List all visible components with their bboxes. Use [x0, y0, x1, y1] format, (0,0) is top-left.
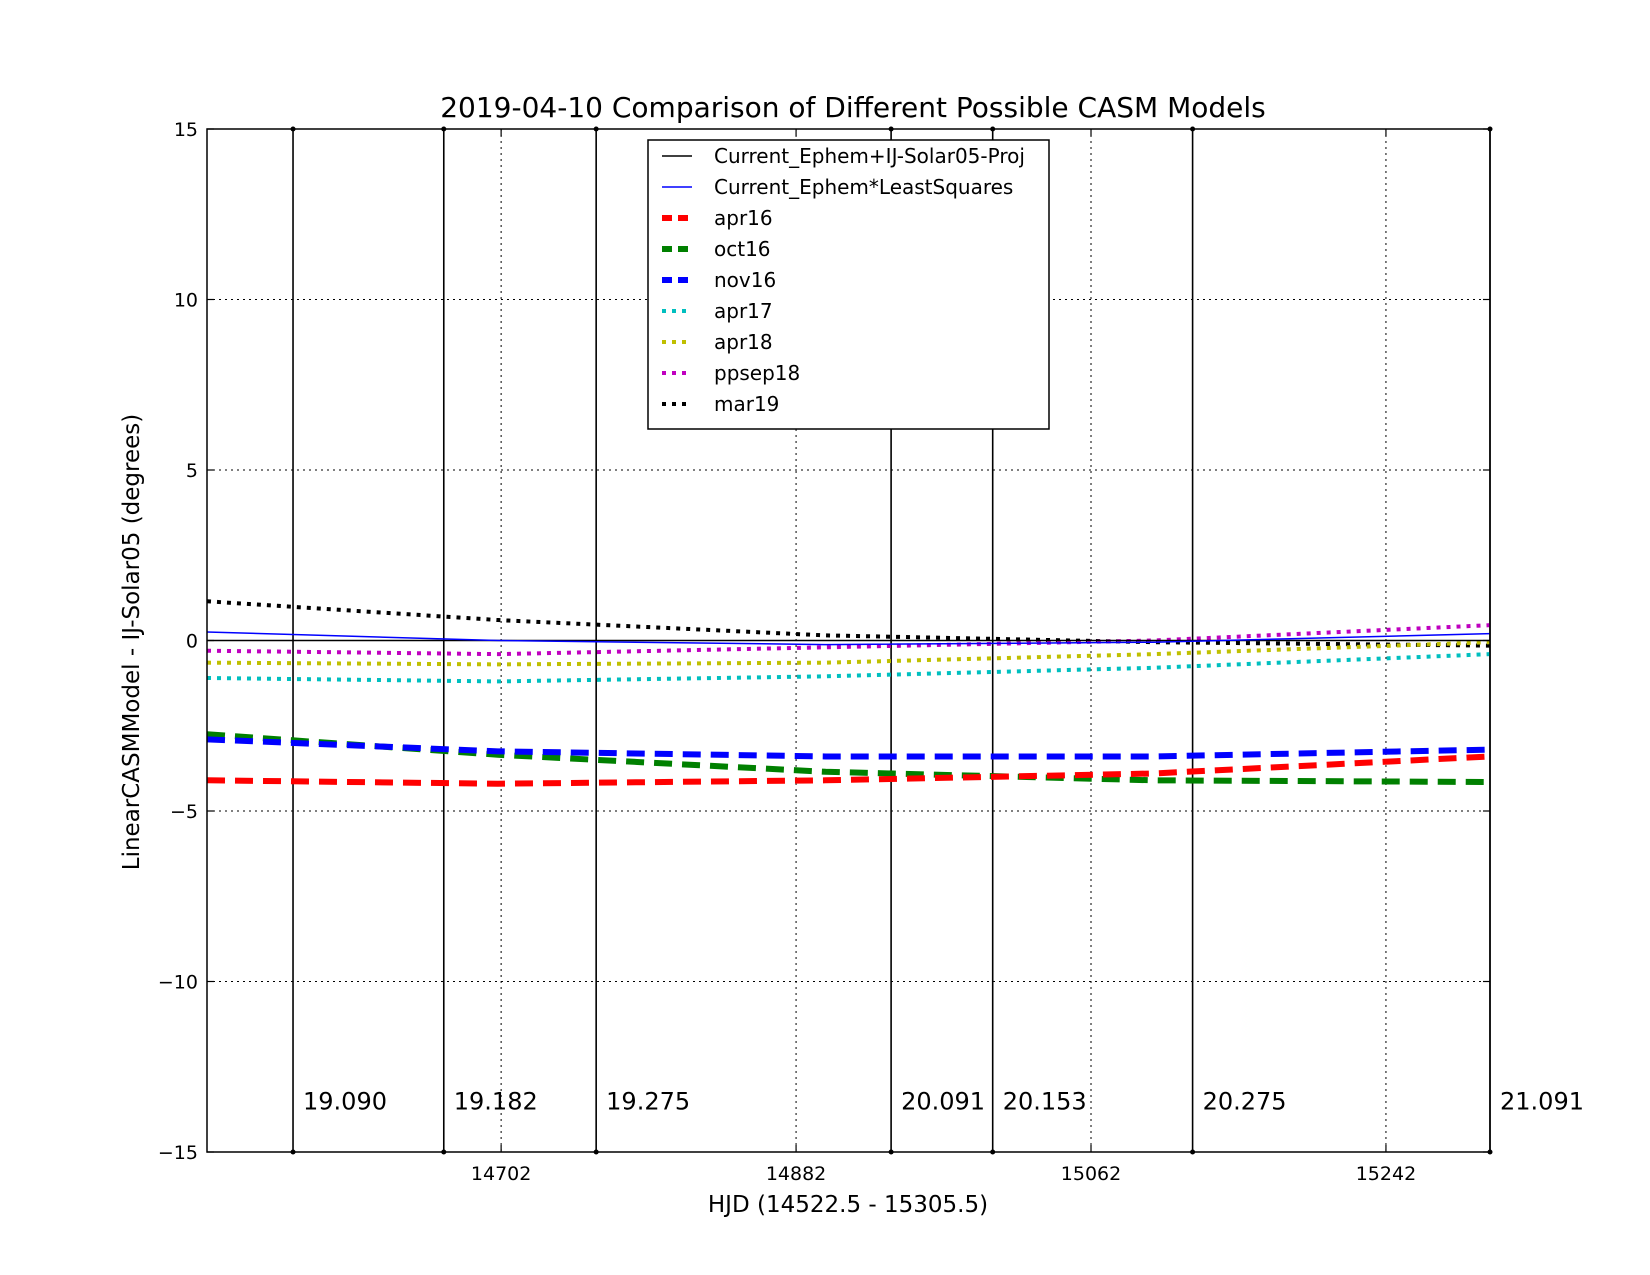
x-tick-label: 14702: [471, 1163, 531, 1185]
legend-label: Current_Ephem+IJ-Solar05-Proj: [714, 144, 1025, 168]
legend-label: nov16: [714, 268, 776, 292]
y-tick-label: 15: [174, 119, 198, 141]
vertical-marker-label: 21.091: [1500, 1087, 1584, 1115]
legend-label: mar19: [714, 392, 779, 416]
x-tick-label: 15062: [1061, 1163, 1121, 1185]
legend-label: oct16: [714, 237, 771, 261]
series-line-oct16: [206, 731, 1491, 786]
legend-label: Current_Ephem*LeastSquares: [714, 175, 1013, 199]
series-line-nov16: [206, 736, 1491, 760]
vertical-marker-label: 19.182: [454, 1087, 538, 1115]
series-line-apr17: [206, 652, 1491, 684]
legend-label: ppsep18: [714, 361, 800, 385]
series-line-apr16: [206, 753, 1491, 787]
vertical-marker-layer: 19.090 19.182 19.275 20.091 20.153 20.275 21.0…: [290, 126, 1584, 1155]
y-tick-label: −5: [170, 801, 198, 823]
vertical-marker-label: 20.153: [1003, 1087, 1087, 1115]
legend-label: apr16: [714, 206, 773, 230]
y-tick-label: 0: [186, 631, 198, 653]
vertical-marker-label: 19.275: [606, 1087, 690, 1115]
y-axis-label: LinearCASMModel - IJ-Solar05 (degrees): [119, 414, 145, 870]
legend-box: [647, 139, 1050, 430]
vertical-marker-label: 20.275: [1203, 1087, 1287, 1115]
legend-label: apr17: [714, 299, 773, 323]
x-axis-label: HJD (14522.5 - 15305.5): [708, 1192, 988, 1218]
legend-label: apr18: [714, 330, 773, 354]
tick-layer: −15 −10 −5 0 5 10 15 14702 14882 15062 15242: [158, 119, 1490, 1185]
plot-frame: [206, 128, 1491, 1153]
series-line-ppsep18: [206, 623, 1491, 657]
vertical-marker-label: 19.090: [303, 1087, 387, 1115]
series-line-Current_Ephem*LeastSquares: [206, 631, 1491, 646]
chart-title: 2019-04-10 Comparison of Different Possi…: [440, 91, 1266, 124]
series-line-apr18: [206, 640, 1491, 667]
x-tick-label: 15242: [1356, 1163, 1416, 1185]
y-tick-label: 5: [186, 460, 198, 482]
legend: Current_Ephem+IJ-Solar05-Proj Current_Eph…: [647, 139, 1050, 430]
series-layer: [206, 599, 1491, 787]
y-tick-label: 10: [174, 290, 198, 312]
y-tick-label: −15: [158, 1142, 198, 1164]
x-tick-label: 14882: [766, 1163, 826, 1185]
vertical-marker-label: 20.091: [901, 1087, 985, 1115]
y-tick-label: −10: [158, 972, 198, 994]
